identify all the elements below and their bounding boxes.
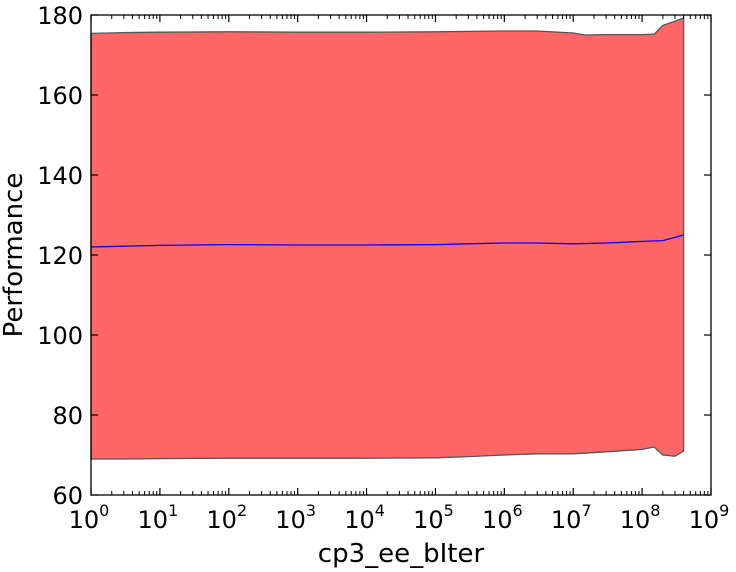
y-tick-label: 140 xyxy=(37,162,83,190)
y-tick-label: 80 xyxy=(52,402,83,430)
y-tick-labels: 60 80 100 120 140 160 180 xyxy=(37,2,83,510)
y-tick-label: 60 xyxy=(52,482,83,510)
x-tick-label: 103 xyxy=(275,501,316,534)
x-tick-label: 109 xyxy=(689,501,730,534)
x-tick-labels: 100 101 102 103 104 105 106 107 108 109 xyxy=(69,501,730,534)
x-tick-label: 101 xyxy=(138,501,179,534)
x-tick-label: 107 xyxy=(551,501,592,534)
x-tick-label: 104 xyxy=(344,501,385,534)
y-axis-title: Performance xyxy=(0,173,29,338)
performance-range-band xyxy=(90,17,685,460)
x-axis-title: cp3_ee_bIter xyxy=(318,539,485,569)
y-tick-label: 180 xyxy=(37,2,83,30)
y-tick-label: 160 xyxy=(37,82,83,110)
x-tick-label: 105 xyxy=(413,501,454,534)
axis-ticks xyxy=(90,14,712,496)
mean-performance-line xyxy=(90,234,684,248)
x-tick-label: 100 xyxy=(69,501,110,534)
x-tick-label: 106 xyxy=(482,501,523,534)
x-tick-label: 108 xyxy=(620,501,661,534)
y-tick-label: 100 xyxy=(37,322,83,350)
y-tick-label: 120 xyxy=(37,242,83,270)
x-tick-label: 102 xyxy=(206,501,247,534)
